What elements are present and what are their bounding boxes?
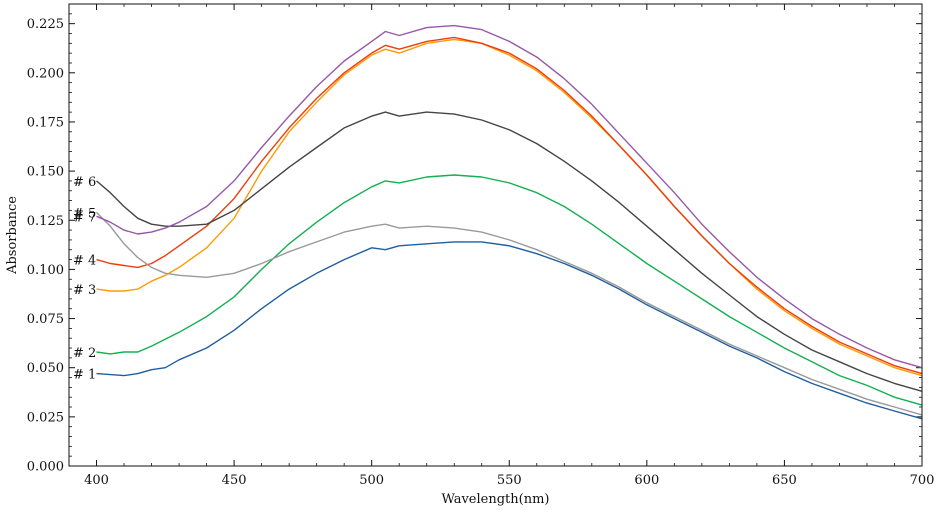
x-tick-label: 550 [497,473,522,488]
series-line-7 [96,24,923,369]
y-tick-labels: 0.000 0.025 0.050 0.075 0.100 0.125 0.150 0.175… [27,17,64,474]
y-axis-label: Absorbance [5,196,20,275]
y-tick-label: 0.050 [27,361,64,376]
minor-ticks [68,3,922,466]
y-tick-label: 0.000 [27,460,64,475]
series-line-6 [96,111,923,392]
series-line-5 [96,211,923,416]
x-tick-labels: 400 450 500 550 600 650 700 [84,473,934,488]
series-line-4 [96,36,923,375]
y-tick-label: 0.200 [27,66,64,81]
y-tick-label: 0.025 [27,410,64,425]
plot-frame [68,3,923,467]
y-tick-label: 0.125 [27,214,64,229]
y-tick-label: 0.175 [27,115,64,130]
y-tick-label: 0.225 [27,17,64,32]
series-label-4: # 4 [73,254,96,269]
x-axis-label: Wavelength(nm) [441,492,549,507]
series-label-2: # 2 [73,346,96,361]
series-label-1: # 1 [73,368,96,383]
x-tick-label: 500 [359,473,384,488]
series-label-7: # 7 [73,210,96,225]
y-tick-label: 0.075 [27,312,64,327]
x-tick-label: 450 [222,473,247,488]
series-label-6: # 6 [73,175,96,190]
major-ticks [69,4,923,467]
series-line-3 [96,38,923,377]
series-lines [96,24,923,420]
x-tick-label: 700 [910,473,935,488]
x-tick-label: 600 [634,473,659,488]
series-line-1 [96,241,923,420]
x-tick-label: 650 [772,473,797,488]
x-tick-label: 400 [84,473,109,488]
series-label-3: # 3 [73,283,96,298]
y-tick-label: 0.150 [27,165,64,180]
series-labels: # 1 # 2 # 3 # 4 # 5 # 6 # 7 [73,175,96,383]
series-line-2 [96,174,923,406]
series-label-5: # 5 [73,206,96,221]
y-tick-label: 0.100 [27,263,64,278]
